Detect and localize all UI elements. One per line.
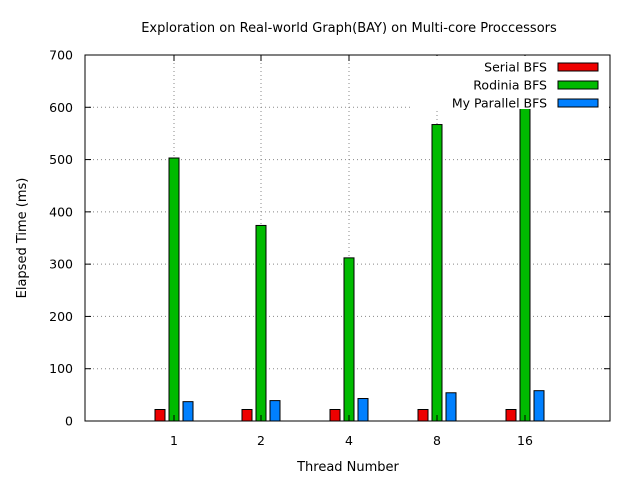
bar xyxy=(329,408,341,422)
x-tick-label: 4 xyxy=(345,433,353,448)
x-tick-label: 8 xyxy=(433,433,441,448)
bar xyxy=(154,408,166,422)
bar xyxy=(343,257,355,422)
bars xyxy=(154,100,545,422)
y-tick-label: 500 xyxy=(49,152,73,167)
bar xyxy=(269,400,281,422)
x-tick-label: 1 xyxy=(170,433,178,448)
x-axis-label: Thread Number xyxy=(296,460,399,475)
y-axis-label: Elapsed Time (ms) xyxy=(15,178,30,299)
legend-swatch xyxy=(557,62,599,72)
y-tick-label: 100 xyxy=(49,361,73,376)
bar xyxy=(519,100,531,422)
bar xyxy=(533,390,545,422)
legend-label: My Parallel BFS xyxy=(452,96,547,111)
axis-ticks: 0 100 200 300 400 500 600 700 1 2 4 8 16 xyxy=(49,48,610,448)
bar xyxy=(357,398,369,422)
legend-label: Rodinia BFS xyxy=(473,78,547,93)
bar xyxy=(255,224,267,422)
y-tick-label: 600 xyxy=(49,100,73,115)
x-tick-label: 2 xyxy=(257,433,265,448)
y-tick-label: 0 xyxy=(65,414,73,429)
legend-swatch xyxy=(557,80,599,90)
y-tick-label: 400 xyxy=(49,204,73,219)
bar xyxy=(168,157,180,422)
x-tick-label: 16 xyxy=(517,433,533,448)
bar xyxy=(241,408,253,422)
bar xyxy=(417,408,429,422)
legend-swatch xyxy=(557,98,599,108)
bar xyxy=(182,401,194,422)
bar xyxy=(505,408,517,422)
bar xyxy=(445,392,457,422)
plot-area xyxy=(84,54,611,422)
legend-label: Serial BFS xyxy=(484,60,547,75)
legend: Serial BFS Rodinia BFS My Parallel BFS xyxy=(413,56,609,111)
y-tick-label: 200 xyxy=(49,309,73,324)
chart-title: Exploration on Real-world Graph(BAY) on … xyxy=(141,21,557,36)
y-tick-label: 300 xyxy=(49,257,73,272)
y-tick-label: 700 xyxy=(49,48,73,63)
bar xyxy=(431,124,443,422)
